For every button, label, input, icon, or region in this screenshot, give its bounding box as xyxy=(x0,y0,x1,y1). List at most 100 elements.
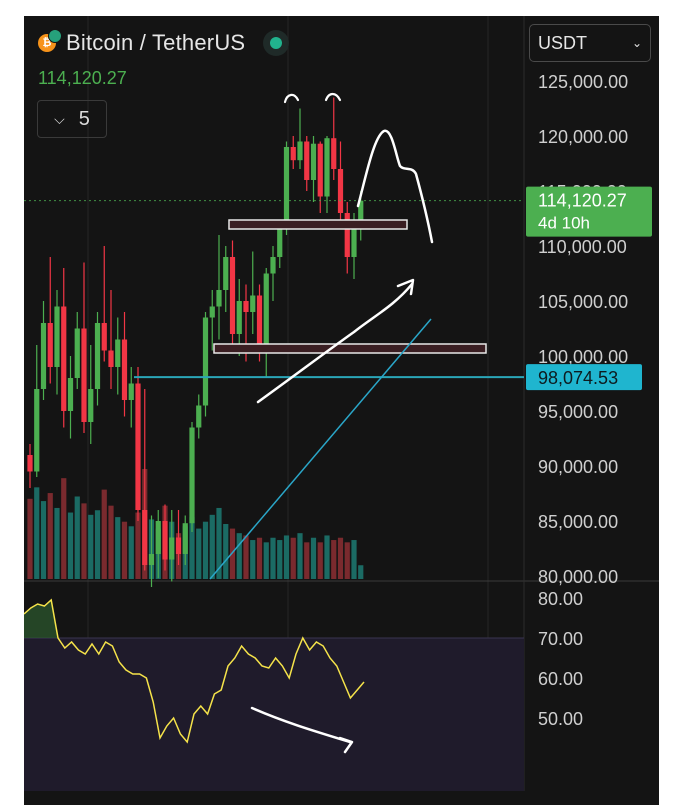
candle-body xyxy=(304,141,310,180)
price-axis-tick: 95,000.00 xyxy=(538,402,618,422)
volume-bar xyxy=(283,535,290,579)
volume-bar xyxy=(351,540,357,579)
rsi-axis-tick: 50.00 xyxy=(538,709,583,729)
symbol-header[interactable]: ₿ Bitcoin / TetherUS xyxy=(38,28,290,58)
candle-body xyxy=(27,455,33,472)
volume-bar xyxy=(250,540,256,579)
volume-bar xyxy=(290,537,296,579)
candle-body xyxy=(358,200,364,224)
volume-bar xyxy=(115,517,121,579)
volume-bar xyxy=(121,521,128,579)
candle-body xyxy=(216,290,222,307)
candle-body xyxy=(243,301,249,312)
volume-bar xyxy=(216,507,222,579)
support-zone-box xyxy=(213,343,487,354)
rising-arrow-head xyxy=(396,278,415,296)
candle-body xyxy=(54,306,60,367)
volume-bar xyxy=(304,542,310,579)
candle-body xyxy=(297,141,303,161)
price-axis-tick: 80,000.00 xyxy=(538,567,618,587)
volume-bar xyxy=(337,537,344,579)
volume-bar xyxy=(94,510,101,579)
candle-body xyxy=(155,521,161,554)
candle-body xyxy=(189,427,195,524)
price-axis-tick: 90,000.00 xyxy=(538,457,618,477)
candle-body xyxy=(121,339,128,400)
rsi-axis-tick: 60.00 xyxy=(538,669,583,689)
candle-body xyxy=(115,339,121,367)
candle-body xyxy=(283,147,290,230)
candle-body xyxy=(290,147,296,161)
candle-body xyxy=(337,169,344,213)
volume-bar xyxy=(331,540,337,579)
tether-badge-icon xyxy=(48,29,62,43)
candle-body xyxy=(47,323,53,367)
candle-body xyxy=(331,138,337,169)
price-chart[interactable]: 125,000.00120,000.00115,000.00110,000.00… xyxy=(24,16,659,805)
volume-bar xyxy=(40,501,47,579)
price-axis-tick: 120,000.00 xyxy=(538,127,628,147)
candle-body xyxy=(250,295,256,312)
currency-select[interactable]: USDT ⌄ xyxy=(529,24,651,62)
chart-panel[interactable]: 125,000.00120,000.00115,000.00110,000.00… xyxy=(24,16,659,805)
volume-bar xyxy=(128,526,134,579)
candle-body xyxy=(40,323,47,389)
volume-bar xyxy=(196,528,202,579)
volume-bar xyxy=(67,512,74,579)
trendline xyxy=(209,318,432,580)
volume-bar xyxy=(54,507,60,579)
candle-body xyxy=(209,306,215,318)
rsi-divergence-arrow xyxy=(250,706,352,744)
volume-bar xyxy=(324,535,330,579)
projected-top-path xyxy=(356,129,434,244)
volume-bar xyxy=(61,478,67,579)
double-top-arc-left xyxy=(283,93,300,104)
rsi-axis-tick: 80.00 xyxy=(538,589,583,609)
chevron-down-icon: ⌄ xyxy=(631,36,642,50)
candle-body xyxy=(162,521,168,560)
candle-body xyxy=(256,295,263,351)
volume-bar xyxy=(108,505,114,579)
rsi-axis-tick: 70.00 xyxy=(538,629,583,649)
candle-body xyxy=(67,378,74,411)
rising-arrow xyxy=(256,282,414,404)
market-status-icon[interactable] xyxy=(263,30,290,56)
candle-body xyxy=(182,523,188,554)
double-top-arc-right xyxy=(324,92,342,102)
candle-body xyxy=(202,317,209,406)
currency-value: USDT xyxy=(538,32,587,53)
candle-body xyxy=(148,554,155,565)
horizontal-level-badge-value: 98,074.53 xyxy=(538,368,618,388)
horizontal-level-badge xyxy=(526,364,642,391)
candle-body xyxy=(223,257,229,290)
candle-body xyxy=(81,328,87,422)
candle-body xyxy=(169,537,175,560)
last-price-badge xyxy=(526,186,652,237)
volume-bar xyxy=(202,521,209,579)
candle-body xyxy=(317,143,323,197)
rsi-line xyxy=(24,598,365,744)
volume-bar xyxy=(101,489,107,579)
volume-bar xyxy=(344,542,350,579)
interval-value: 5 xyxy=(78,107,90,130)
volume-bar xyxy=(243,535,249,579)
rsi-band xyxy=(24,638,524,791)
candle-body xyxy=(344,213,350,257)
candle-body xyxy=(263,273,269,351)
interval-selector[interactable]: ⌵ 5 xyxy=(37,100,107,138)
candle-body xyxy=(351,224,357,257)
volume-bar xyxy=(27,498,33,579)
volume-bar xyxy=(277,540,283,579)
volume-bar xyxy=(88,514,94,579)
candle-body xyxy=(61,306,67,411)
candle-body xyxy=(34,389,40,472)
volume-bar xyxy=(47,493,53,579)
chevron-down-icon: ⌵ xyxy=(54,110,65,127)
candle-body xyxy=(108,350,114,367)
price-axis-tick: 105,000.00 xyxy=(538,292,628,312)
candle-body xyxy=(74,328,80,378)
candle-body xyxy=(310,143,317,180)
candle-body xyxy=(135,383,141,510)
last-price-badge-value: 114,120.27 xyxy=(538,191,627,211)
last-price: 114,120.27 xyxy=(38,68,127,88)
